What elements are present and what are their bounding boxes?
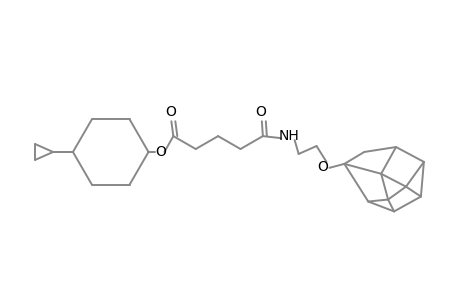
Text: O: O xyxy=(155,145,166,159)
Text: O: O xyxy=(255,105,266,119)
Text: NH: NH xyxy=(278,129,298,143)
Text: O: O xyxy=(165,105,175,119)
Text: O: O xyxy=(316,160,327,174)
